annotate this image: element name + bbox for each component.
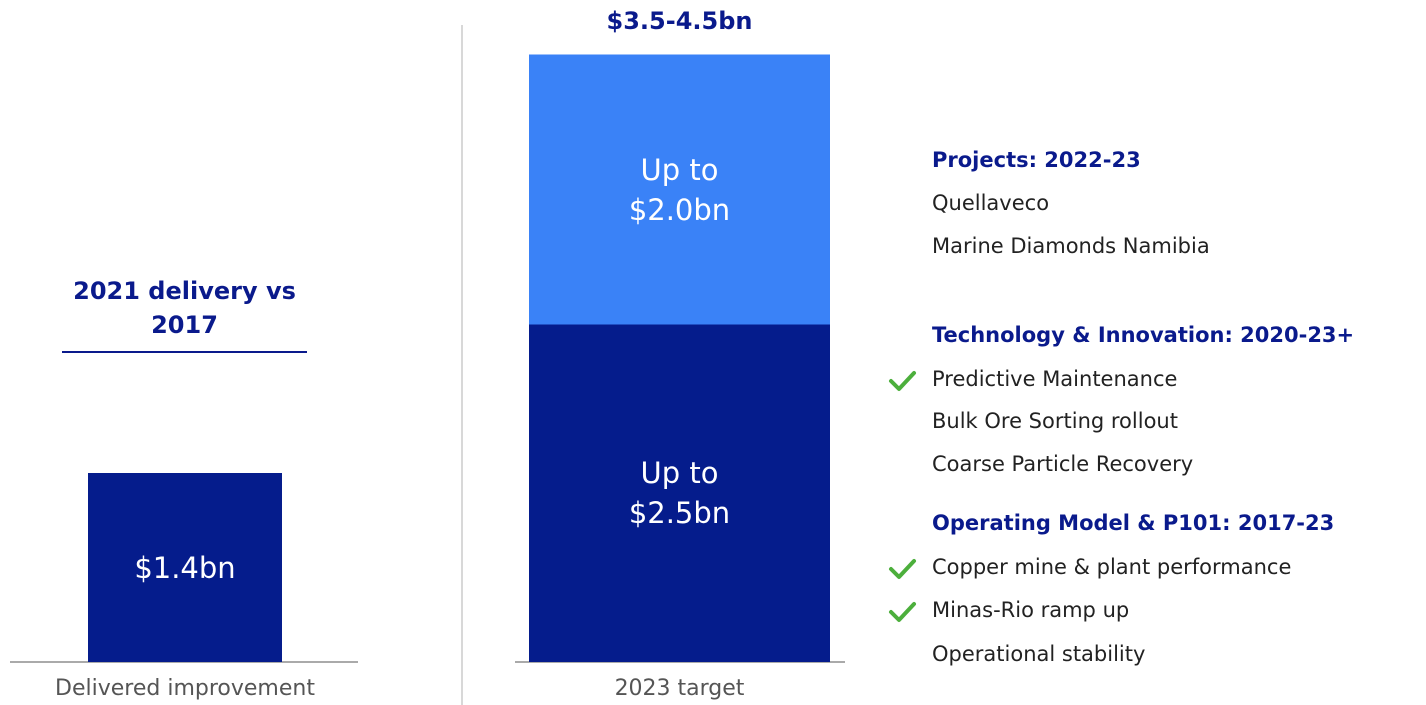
list-item: Marine Diamonds Namibia: [932, 234, 1210, 258]
value-label: Up to $2.0bn: [628, 152, 731, 227]
category-label: 2023 target: [614, 676, 745, 701]
bar-heading: $3.5-4.5bn: [606, 7, 753, 35]
value-label: $1.4bn: [134, 550, 236, 585]
value-label: Up to $2.5bn: [628, 456, 731, 531]
list-item: Copper mine & plant performance: [932, 555, 1292, 579]
section-heading: Technology & Innovation: 2020-23+: [932, 323, 1355, 347]
check-icon: [889, 371, 916, 391]
section-heading: Operating Model & P101: 2017-23: [932, 511, 1335, 535]
check-icon: [889, 559, 916, 579]
bar-heading: 2021 delivery vs 2017: [73, 277, 296, 339]
bar-segment: [529, 54, 830, 325]
list-item: Quellaveco: [932, 191, 1050, 215]
section-heading: Projects: 2022-23: [932, 148, 1141, 172]
bar-segment: [529, 324, 830, 662]
list-item: Predictive Maintenance: [932, 367, 1178, 391]
list-item: Minas-Rio ramp up: [932, 598, 1130, 622]
list-item: Bulk Ore Sorting rollout: [932, 409, 1178, 433]
list-item: Operational stability: [932, 642, 1146, 666]
check-icon: [889, 602, 916, 622]
category-label: Delivered improvement: [55, 676, 315, 701]
list-item: Coarse Particle Recovery: [932, 452, 1194, 476]
bar-segment: [88, 473, 282, 662]
